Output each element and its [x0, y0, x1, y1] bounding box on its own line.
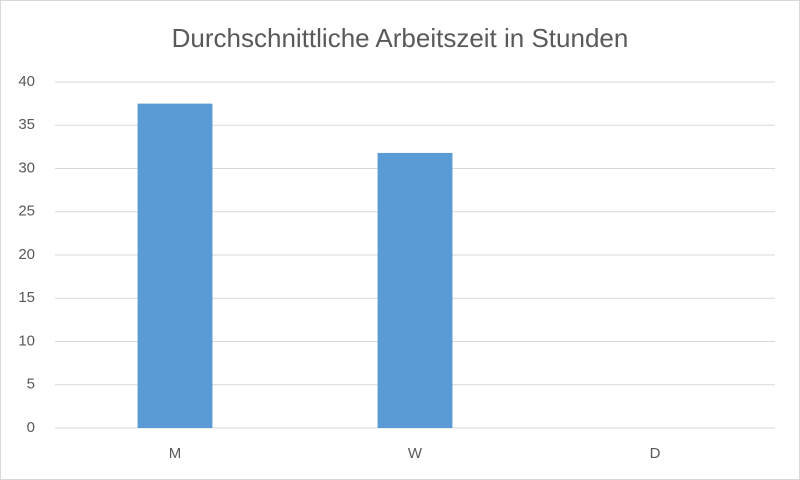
y-tick-label: 10: [18, 332, 35, 349]
bar: [377, 152, 453, 428]
y-tick-label: 20: [18, 246, 35, 263]
y-tick-label: 30: [18, 159, 35, 176]
y-tick-label: 15: [18, 289, 35, 306]
chart-title: Durchschnittliche Arbeitszeit in Stunden: [172, 23, 629, 53]
y-tick-label: 5: [27, 376, 35, 393]
y-tick-label: 25: [18, 203, 35, 220]
bar: [137, 103, 213, 428]
x-tick-label: W: [408, 445, 423, 462]
x-tick-label: D: [650, 445, 661, 462]
y-tick-label: 35: [18, 116, 35, 133]
x-tick-label: M: [169, 445, 182, 462]
y-tick-label: 0: [27, 419, 35, 436]
y-tick-label: 40: [18, 73, 35, 90]
